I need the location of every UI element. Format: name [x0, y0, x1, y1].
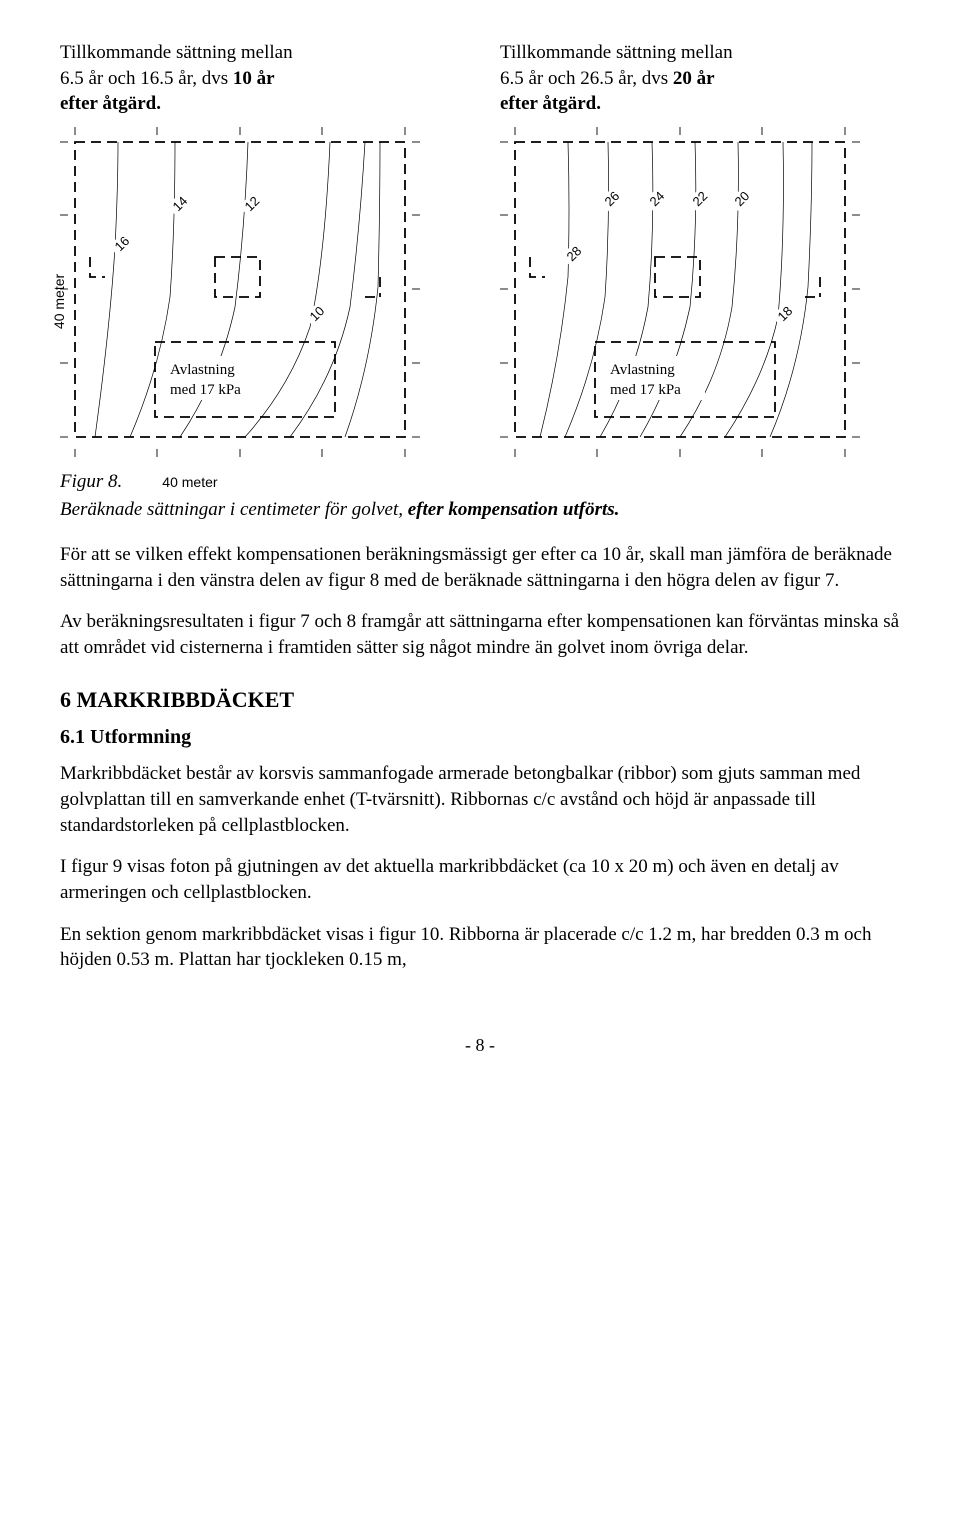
- diagram-left-wrap: 40 meter Avlastningmed 17 kPa16141210: [60, 127, 460, 457]
- caption-row: Figur 8. 40 meter: [60, 469, 900, 495]
- diagram-right-wrap: Avlastningmed 17 kPa282624222018: [500, 127, 900, 457]
- svg-text:med 17 kPa: med 17 kPa: [610, 382, 681, 398]
- heading-6: 6 MARKRIBBDÄCKET: [60, 685, 900, 715]
- fig-right-title: Tillkommande sättning mellan 6.5 år och …: [500, 40, 900, 117]
- figure-right: Tillkommande sättning mellan 6.5 år och …: [500, 40, 900, 457]
- figure-left: Tillkommande sättning mellan 6.5 år och …: [60, 40, 460, 457]
- xlabel: 40 meter: [162, 473, 217, 492]
- fig-left-title-1: Tillkommande sättning mellan: [60, 42, 293, 63]
- fig-left-title-2b: 10 år: [233, 68, 275, 89]
- fig-left-title-3: efter åtgärd.: [60, 93, 161, 114]
- svg-text:med 17 kPa: med 17 kPa: [170, 382, 241, 398]
- fig-right-title-3: efter åtgärd.: [500, 93, 601, 114]
- diagram-right-svg: Avlastningmed 17 kPa282624222018: [500, 127, 860, 457]
- para-5: En sektion genom markribbdäcket visas i …: [60, 922, 900, 973]
- para-1: För att se vilken effekt kompensationen …: [60, 542, 900, 593]
- page-number: - 8 -: [60, 1033, 900, 1057]
- caption-a: Beräknade sättningar i centimeter för go…: [60, 499, 408, 520]
- figure-row: Tillkommande sättning mellan 6.5 år och …: [60, 40, 900, 457]
- fig-left-title-2a: 6.5 år och 16.5 år, dvs: [60, 68, 233, 89]
- para-4: I figur 9 visas foton på gjutningen av d…: [60, 854, 900, 905]
- fig-right-title-1: Tillkommande sättning mellan: [500, 42, 733, 63]
- caption-b: efter kompensation utförts.: [408, 499, 620, 520]
- heading-6-1: 6.1 Utformning: [60, 724, 900, 751]
- figure-label: Figur 8.: [60, 469, 122, 495]
- diagram-left-svg: Avlastningmed 17 kPa16141210: [60, 127, 420, 457]
- figure-caption: Beräknade sättningar i centimeter för go…: [60, 497, 900, 523]
- svg-text:Avlastning: Avlastning: [610, 362, 675, 378]
- ylabel-left: 40 meter: [50, 274, 69, 329]
- para-3: Markribbdäcket består av korsvis sammanf…: [60, 761, 900, 838]
- para-2: Av beräkningsresultaten i figur 7 och 8 …: [60, 609, 900, 660]
- fig-right-title-2a: 6.5 år och 26.5 år, dvs: [500, 68, 673, 89]
- svg-text:Avlastning: Avlastning: [170, 362, 235, 378]
- fig-left-title: Tillkommande sättning mellan 6.5 år och …: [60, 40, 460, 117]
- fig-right-title-2b: 20 år: [673, 68, 715, 89]
